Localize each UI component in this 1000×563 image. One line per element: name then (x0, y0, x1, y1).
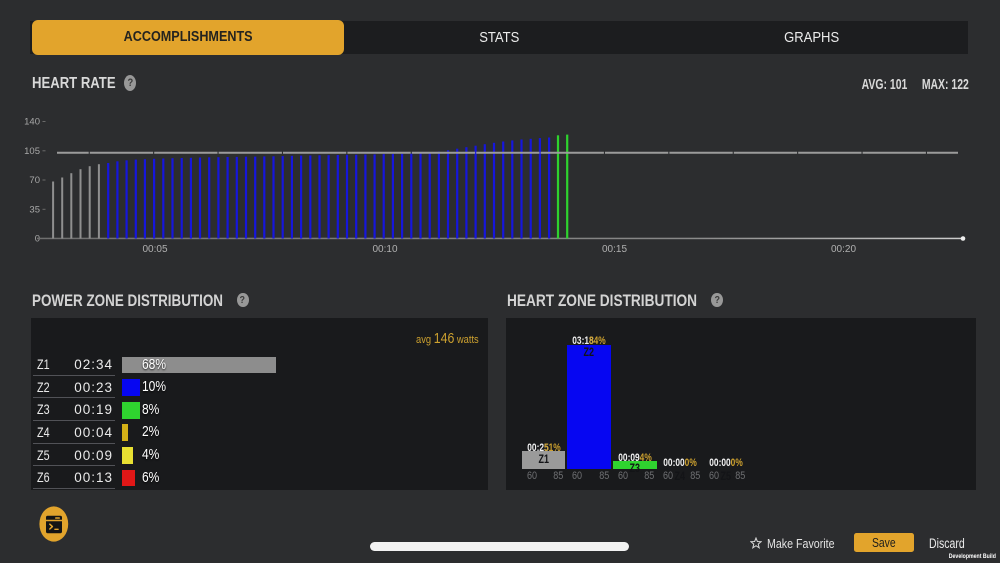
svg-text:00:10: 00:10 (372, 244, 397, 255)
svg-text:00:20: 00:20 (831, 244, 856, 255)
svg-text:00:05: 00:05 (142, 244, 167, 255)
svg-text:140: 140 (24, 117, 40, 128)
svg-text:70: 70 (29, 175, 40, 186)
svg-text:35: 35 (29, 204, 40, 215)
svg-text:00:15: 00:15 (602, 244, 627, 255)
svg-text:105: 105 (24, 146, 40, 157)
